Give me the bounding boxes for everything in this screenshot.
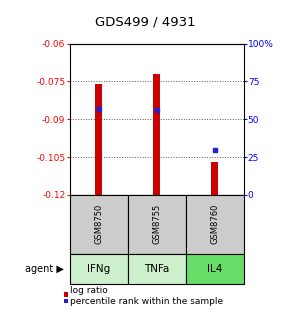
Text: GSM8755: GSM8755 — [152, 204, 161, 244]
Text: percentile rank within the sample: percentile rank within the sample — [70, 297, 224, 305]
Text: IFNg: IFNg — [87, 264, 110, 274]
Text: IL4: IL4 — [207, 264, 222, 274]
Text: log ratio: log ratio — [70, 286, 108, 295]
Text: GSM8750: GSM8750 — [94, 204, 103, 244]
Text: GSM8760: GSM8760 — [210, 204, 219, 245]
Bar — [211, 162, 218, 195]
Text: TNFa: TNFa — [144, 264, 169, 274]
Text: agent ▶: agent ▶ — [25, 264, 64, 274]
Text: GDS499 / 4931: GDS499 / 4931 — [95, 15, 195, 28]
Bar — [95, 84, 102, 195]
Bar — [153, 74, 160, 195]
